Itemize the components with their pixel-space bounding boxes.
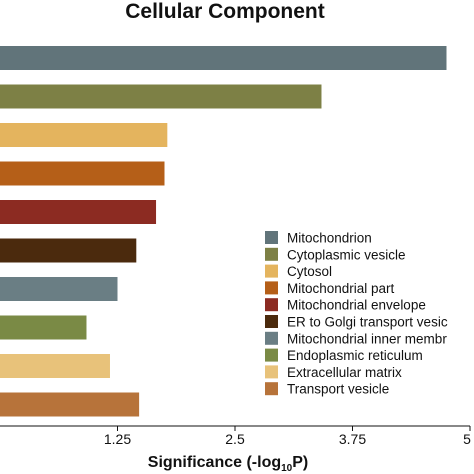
legend-label-3: Mitochondrial part — [287, 281, 395, 296]
legend-swatch-6 — [265, 331, 278, 345]
legend-label-1: Cytoplasmic vesicle — [287, 247, 406, 262]
legend-label-2: Cytosol — [287, 264, 332, 279]
x-tick-label-2: 3.75 — [339, 431, 366, 447]
bars-group — [0, 46, 447, 417]
legend-swatch-9 — [265, 382, 278, 396]
chart-title: Cellular Component — [125, 0, 325, 23]
bar-7 — [0, 315, 87, 340]
legend-label-5: ER to Golgi transport vesic — [287, 315, 448, 330]
x-axis-label-subscript: 10 — [281, 463, 293, 474]
bar-2 — [0, 123, 168, 147]
bar-9 — [0, 392, 140, 417]
legend-label-8: Extracellular matrix — [287, 365, 402, 380]
legend-swatch-1 — [265, 247, 278, 261]
bar-0 — [0, 46, 447, 70]
bar-1 — [0, 84, 322, 109]
legend-swatch-2 — [265, 264, 278, 278]
bar-6 — [0, 277, 118, 301]
x-tick-label-3: 5 — [463, 431, 471, 447]
legend-label-9: Transport vesicle — [287, 382, 389, 397]
x-axis-label-main: Significance (-log — [148, 454, 281, 471]
bar-5 — [0, 238, 137, 263]
legend-swatch-4 — [265, 298, 278, 312]
x-tick-label-0: 1.25 — [104, 431, 131, 447]
bar-4 — [0, 200, 157, 224]
x-ticks-group: 1.25 2.5 3.75 5 — [104, 426, 471, 447]
x-axis-label: Significance (-log10P) — [148, 454, 308, 474]
x-axis-label-end: P) — [292, 454, 308, 471]
legend-label-4: Mitochondrial envelope — [287, 298, 426, 313]
bar-3 — [0, 161, 165, 186]
bar-8 — [0, 354, 110, 378]
legend-label-7: Endoplasmic reticulum — [287, 348, 423, 363]
legend-swatch-0 — [265, 231, 278, 244]
legend-swatch-8 — [265, 365, 278, 379]
legend-swatch-5 — [265, 315, 278, 328]
legend-label-0: Mitochondrion — [287, 231, 372, 246]
legend-swatch-3 — [265, 281, 278, 295]
x-tick-label-1: 2.5 — [225, 431, 245, 447]
legend-swatch-7 — [265, 348, 278, 362]
legend-label-6: Mitochondrial inner membr — [287, 331, 447, 346]
